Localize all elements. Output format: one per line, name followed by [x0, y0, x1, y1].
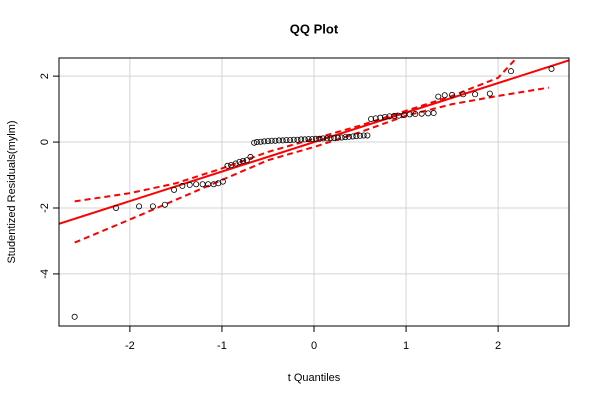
reference-line	[59, 59, 569, 225]
point	[357, 132, 364, 139]
point	[312, 135, 319, 142]
point	[240, 157, 247, 164]
point	[236, 158, 243, 165]
point	[257, 138, 264, 145]
point	[353, 133, 360, 140]
point	[386, 113, 393, 120]
point	[460, 91, 467, 98]
point	[276, 137, 283, 144]
point	[338, 134, 345, 141]
point	[290, 136, 297, 143]
chart-title: QQ Plot	[290, 21, 339, 36]
point	[331, 135, 338, 142]
point	[283, 137, 290, 144]
x-tick-label: -2	[125, 340, 135, 352]
point	[435, 93, 442, 100]
x-tick-label: 2	[495, 340, 501, 352]
point	[253, 139, 260, 146]
point	[247, 153, 254, 160]
point	[298, 136, 305, 143]
y-axis-label: Studentized Residuals(mylm)	[6, 120, 18, 263]
point	[364, 132, 371, 139]
point	[548, 65, 555, 72]
point	[316, 135, 323, 142]
point	[186, 181, 193, 188]
y-tick-label: 0	[39, 139, 51, 145]
point	[449, 91, 456, 98]
point	[391, 113, 398, 120]
point	[149, 203, 156, 210]
point	[224, 162, 231, 169]
x-tick-label: 1	[403, 340, 409, 352]
y-tick-label: -4	[39, 269, 51, 279]
point	[430, 110, 437, 117]
point	[309, 136, 316, 143]
point	[486, 90, 493, 97]
point	[294, 136, 301, 143]
point	[279, 137, 286, 144]
point	[264, 138, 271, 145]
point	[342, 134, 349, 141]
point	[136, 203, 143, 210]
x-tick-label: 0	[311, 340, 317, 352]
point	[210, 181, 217, 188]
x-tick-label: -1	[217, 340, 227, 352]
point	[251, 139, 258, 146]
point	[418, 110, 425, 117]
point	[377, 114, 384, 121]
point	[508, 68, 515, 75]
point	[71, 313, 78, 320]
lower-band	[74, 86, 549, 244]
point	[232, 160, 239, 167]
point	[301, 136, 308, 143]
point	[323, 135, 330, 142]
y-tick-label: -2	[39, 203, 51, 213]
point	[349, 133, 356, 140]
point	[472, 91, 479, 98]
point	[372, 115, 379, 122]
point	[360, 132, 367, 139]
point	[334, 134, 341, 141]
point	[412, 111, 419, 118]
point	[268, 137, 275, 144]
point	[272, 137, 279, 144]
point	[193, 181, 200, 188]
point	[320, 135, 327, 142]
point	[287, 137, 294, 144]
y-tick-label: 2	[39, 73, 51, 79]
point	[441, 92, 448, 99]
point	[161, 201, 168, 208]
point	[219, 178, 226, 185]
point	[243, 157, 250, 164]
plot-frame	[58, 57, 570, 327]
point	[345, 133, 352, 140]
point	[305, 136, 312, 143]
x-axis-label: t Quantiles	[288, 372, 341, 384]
point	[261, 138, 268, 145]
point	[113, 204, 120, 211]
point	[368, 115, 375, 122]
point	[381, 114, 388, 121]
point	[171, 186, 178, 193]
point	[179, 182, 186, 189]
point	[327, 135, 334, 142]
